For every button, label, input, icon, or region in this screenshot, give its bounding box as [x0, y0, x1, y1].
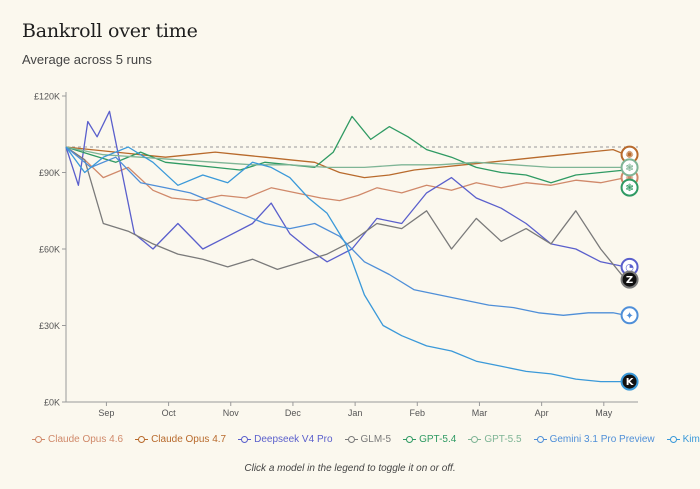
legend-item-gpt-5-4[interactable]: GPT-5.4	[403, 434, 456, 445]
legend-label: Claude Opus 4.6	[48, 434, 124, 445]
legend-swatch-dot	[406, 436, 414, 443]
openai-icon	[620, 158, 639, 177]
legend-swatch-dot	[669, 436, 677, 443]
legend-swatch	[238, 436, 252, 444]
y-tick-label: £120K	[34, 92, 60, 102]
legend-item-claude-opus-4-7[interactable]: Claude Opus 4.7	[135, 434, 226, 445]
kimi-icon	[620, 372, 639, 391]
legend-swatch-dot	[471, 436, 479, 443]
legend-swatch-dot	[536, 436, 544, 443]
legend-label: GPT-5.4	[419, 434, 457, 445]
legend-label: Deepseek V4 Pro	[254, 434, 333, 445]
gemini-icon	[620, 306, 639, 325]
line-chart: £0K £30K £60K £90K £120K Sep Oct Nov Dec Jan Feb Ma…	[34, 92, 639, 418]
zhipu-icon	[620, 270, 639, 289]
legend-item-deepseek-v4-pro[interactable]: Deepseek V4 Pro	[238, 434, 333, 445]
x-tick-label: Feb	[410, 408, 426, 418]
legend-item-gpt-5-5[interactable]: GPT-5.5	[468, 434, 522, 445]
series-line-gemini-3-1-pro-preview	[65, 146, 626, 316]
x-tick-label: Jan	[348, 408, 363, 418]
series-line-glm-5	[65, 146, 627, 281]
series-line-claude-opus-4-6	[65, 146, 626, 202]
legend-item-kimi-k2-5[interactable]: Kimi K2.5	[666, 434, 700, 445]
x-tick-label: Apr	[535, 408, 549, 418]
legend-swatch	[32, 436, 45, 444]
legend-label: Gemini 3.1 Pro Preview	[549, 434, 655, 445]
series-line-kimi-k2-5	[65, 146, 626, 383]
legend-item-gemini-3-1-pro-preview[interactable]: Gemini 3.1 Pro Preview	[533, 434, 655, 445]
legend: Claude Opus 4.6 Claude Opus 4.7 Deepseek V…	[32, 434, 700, 445]
legend-label: Claude Opus 4.7	[151, 434, 227, 445]
x-tick-label: Nov	[223, 408, 240, 418]
x-tick-label: May	[595, 408, 613, 418]
x-tick-label: Dec	[285, 408, 302, 418]
series-line-gpt-5-5	[65, 146, 626, 169]
legend-swatch-dot	[138, 436, 146, 443]
x-tick-label: Oct	[162, 408, 177, 418]
legend-swatch	[403, 436, 417, 444]
legend-swatch-dot	[241, 436, 249, 443]
legend-swatch-dot	[35, 436, 42, 443]
y-tick-label: £90K	[39, 168, 60, 178]
series-line-claude-opus-4-7	[65, 146, 626, 179]
end-marker-glyph-deepseek-v4-pro: ◔	[625, 262, 634, 273]
legend-swatch	[533, 436, 547, 444]
legend-hint: Click a model in the legend to toggle it…	[244, 463, 456, 474]
end-marker-glyph-gpt-5-5: ❃	[625, 163, 633, 174]
y-tick-label: £30K	[39, 321, 60, 331]
legend-swatch	[666, 436, 680, 444]
legend-item-glm-5[interactable]: GLM-5	[344, 434, 392, 445]
end-marker-glyph-gpt-5-4: ❃	[625, 183, 633, 194]
chart-subtitle: Average across 5 runs	[22, 52, 152, 67]
legend-label: GPT-5.5	[484, 434, 522, 445]
legend-swatch	[135, 436, 149, 444]
x-tick-label: Sep	[98, 408, 114, 418]
end-marker-glyph-gemini-3-1-pro-preview: ✦	[625, 311, 633, 322]
series-line-deepseek-v4-pro	[65, 110, 626, 268]
y-tick-label: £60K	[39, 245, 60, 255]
legend-swatch	[468, 436, 482, 444]
legend-swatch-dot	[347, 436, 355, 443]
legend-swatch	[344, 436, 358, 444]
series-line-gpt-5-4	[65, 115, 626, 184]
x-tick-label: Mar	[472, 408, 488, 418]
openai-icon	[620, 178, 639, 197]
end-marker-glyph-claude-opus-4-7: ✺	[625, 150, 633, 161]
chart-title: Bankroll over time	[22, 20, 198, 42]
y-tick-label: £0K	[44, 398, 60, 408]
legend-label: Kimi K2.5	[682, 434, 700, 445]
end-marker-glyph-glm-5: Z	[626, 275, 633, 286]
legend-item-claude-opus-4-6[interactable]: Claude Opus 4.6	[32, 434, 123, 445]
end-marker-glyph-kimi-k2-5: K	[626, 377, 635, 388]
legend-label: GLM-5	[360, 434, 392, 445]
